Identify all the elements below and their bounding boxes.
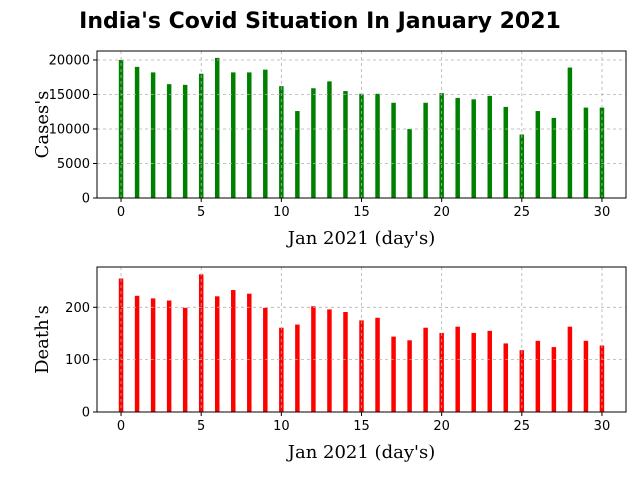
deaths-x-tick-label: 15 [353,419,370,434]
deaths-bar-day-21 [455,326,460,412]
cases-x-tick-label: 30 [594,205,611,220]
deaths-grid [97,267,626,413]
deaths-bar-day-27 [551,347,557,412]
deaths-x-axis-label: Jan 2021 (day's) [286,442,435,463]
cases-y-tick-label: 15000 [49,88,90,103]
deaths-bar-day-29 [583,340,589,412]
cases-bar-day-28 [567,67,573,198]
deaths-bar-day-6 [214,296,220,412]
deaths-bar-day-2 [150,298,156,412]
deaths-bar-day-22 [471,332,476,412]
cases-bar-day-13 [327,81,332,198]
cases-bar-day-20 [439,93,444,198]
cases-bar-day-8 [247,72,252,198]
cases-x-tick-label: 5 [197,205,205,220]
deaths-bar-day-8 [247,293,252,412]
cases-chart: Jan 2021 (day's) Cases's 0 5 10 15 20 25 30 0 50… [32,50,627,249]
cases-x-tick-label: 15 [353,205,370,220]
cases-ticks: 0 5 10 15 20 25 30 0 5000 10000 15000 20000 [49,53,611,220]
cases-x-tick-label: 10 [273,205,290,220]
chart-title: India's Covid Situation In January 2021 [79,9,561,34]
deaths-bar-day-26 [535,340,541,412]
deaths-bar-day-24 [503,343,509,412]
cases-x-tick-label: 20 [433,205,450,220]
cases-x-axis-label: Jan 2021 (day's) [286,228,435,249]
deaths-x-tick-label: 5 [197,419,205,434]
deaths-y-tick-label: 100 [65,353,90,368]
deaths-bar-day-3 [166,300,172,412]
cases-bar-day-16 [375,93,380,198]
deaths-bar-day-14 [343,312,348,412]
deaths-bar-day-1 [134,295,140,412]
cases-y-tick-label: 0 [82,192,90,207]
cases-bar-day-27 [551,117,557,198]
deaths-ticks: 0 5 10 15 20 25 30 0 100 200 [65,301,610,434]
cases-bar-day-21 [455,97,460,198]
deaths-y-tick-label: 0 [82,406,90,421]
cases-bar-day-19 [423,102,428,198]
cases-bar-day-4 [182,84,188,198]
cases-bar-day-2 [150,72,156,198]
deaths-bar-day-17 [391,336,396,412]
deaths-chart: Jan 2021 (day's) Death's 0 5 10 15 20 25 30 0 10… [32,266,627,463]
deaths-bar-day-20 [439,332,444,412]
deaths-bar-day-23 [487,330,492,412]
deaths-bar-day-19 [423,327,428,412]
cases-bar-day-11 [295,111,300,198]
deaths-bar-day-11 [295,324,300,412]
cases-bar-day-22 [471,99,476,198]
deaths-y-axis-label: Death's [32,305,53,374]
deaths-x-tick-label: 20 [433,419,450,434]
deaths-bar-day-16 [375,317,380,412]
deaths-x-tick-label: 25 [514,419,531,434]
cases-bar-day-3 [166,84,172,198]
cases-bar-day-30 [599,107,605,198]
deaths-bar-day-13 [327,309,332,412]
deaths-bar-day-12 [311,306,316,412]
cases-bar-day-7 [231,72,236,198]
cases-bar-day-23 [487,95,492,198]
deaths-bar-day-28 [567,326,573,412]
cases-x-tick-label: 25 [514,205,531,220]
cases-y-tick-label: 10000 [49,122,90,137]
cases-bar-day-9 [263,69,268,198]
cases-y-tick-label: 20000 [49,53,90,68]
cases-y-axis-label: Cases's [32,91,53,159]
cases-bars [118,57,605,199]
deaths-bar-day-30 [599,345,605,412]
cases-bar-day-14 [343,91,348,198]
deaths-y-tick-label: 200 [65,301,90,316]
deaths-bar-day-15 [359,320,364,412]
cases-bar-day-29 [583,107,589,198]
cases-bar-day-6 [214,57,220,199]
cases-bar-day-26 [535,111,541,198]
deaths-x-tick-label: 0 [117,419,125,434]
cases-x-tick-label: 0 [117,205,125,220]
cases-bar-day-12 [311,88,316,198]
cases-bar-day-24 [503,106,509,198]
cases-bar-day-15 [359,93,364,198]
deaths-x-tick-label: 30 [594,419,611,434]
cases-y-tick-label: 5000 [57,157,90,172]
cases-bar-day-1 [134,66,140,199]
deaths-bar-day-5 [198,274,204,412]
deaths-bar-day-7 [231,290,236,412]
deaths-x-tick-label: 10 [273,419,290,434]
deaths-bar-day-4 [182,307,188,412]
deaths-bar-day-18 [407,340,412,412]
deaths-bars [118,274,605,412]
cases-bar-day-17 [391,102,396,198]
